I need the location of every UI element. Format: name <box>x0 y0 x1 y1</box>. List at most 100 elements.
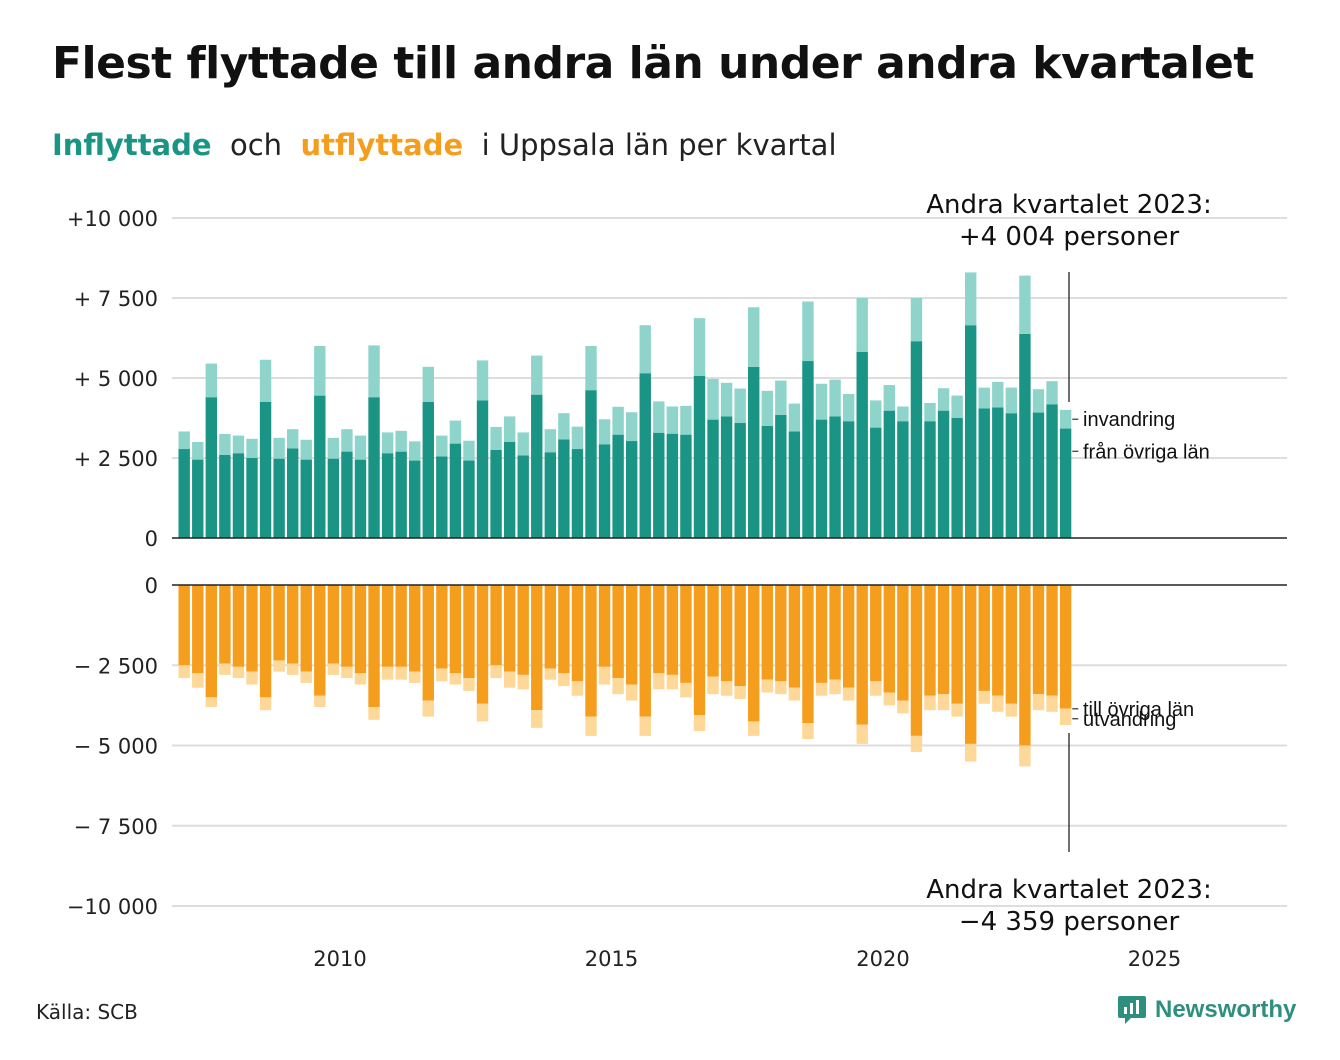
bar-utvandring <box>463 678 475 691</box>
bar-invandring <box>693 318 706 376</box>
bar-fran-ovriga-lan <box>192 459 204 538</box>
bar-fran-ovriga-lan <box>883 410 896 538</box>
bar-fran-ovriga-lan <box>625 441 638 538</box>
bar-till-ovriga-lan <box>1005 585 1018 704</box>
bar-utvandring <box>327 663 340 675</box>
bar-invandring <box>354 435 367 460</box>
bar-fran-ovriga-lan <box>449 443 462 538</box>
bar-invandring <box>680 405 692 435</box>
bar-utvandring <box>476 703 489 722</box>
bar-utvandring <box>436 668 448 682</box>
bar-utvandring <box>910 735 923 752</box>
bar-invandring <box>273 437 285 459</box>
bar-invandring <box>1059 409 1072 429</box>
bar-fran-ovriga-lan <box>775 414 787 538</box>
bar-fran-ovriga-lan <box>788 431 801 538</box>
source-note: Källa: SCB <box>36 1000 138 1024</box>
y-ticks-bottom: 0 − 2 500 − 5 000 − 7 500 −10 000 <box>67 574 158 919</box>
bar-utvandring <box>585 716 597 736</box>
bar-utvandring <box>300 671 312 683</box>
bar-fran-ovriga-lan <box>422 402 434 538</box>
bar-fran-ovriga-lan <box>937 410 950 538</box>
bar-till-ovriga-lan <box>503 585 516 672</box>
bar-till-ovriga-lan <box>639 585 651 717</box>
bar-fran-ovriga-lan <box>558 439 570 538</box>
bars-bottom <box>178 585 1072 767</box>
bar-fran-ovriga-lan <box>490 450 502 538</box>
bar-till-ovriga-lan <box>964 585 977 744</box>
bar-till-ovriga-lan <box>395 585 407 667</box>
bar-fran-ovriga-lan <box>992 407 1004 538</box>
bar-utvandring <box>1019 745 1031 767</box>
bar-invandring <box>300 439 312 460</box>
bar-invandring <box>1046 381 1058 405</box>
bar-invandring <box>409 441 421 461</box>
newsworthy-logo[interactable]: Newsworthy <box>1117 994 1296 1026</box>
bar-fran-ovriga-lan <box>381 453 394 538</box>
annotation-bottom-line: −4 359 personer <box>959 907 1180 937</box>
bar-invandring <box>992 381 1004 408</box>
bar-invandring <box>436 435 448 457</box>
x-tick-label: 2020 <box>856 947 909 971</box>
bar-utvandring <box>978 690 990 704</box>
bar-fran-ovriga-lan <box>246 458 258 538</box>
bar-till-ovriga-lan <box>720 585 733 682</box>
bar-invandring <box>558 413 570 440</box>
bar-till-ovriga-lan <box>341 585 353 667</box>
bar-invandring <box>720 382 733 417</box>
bars-top <box>178 272 1072 538</box>
bar-utvandring <box>788 687 801 701</box>
bar-invandring <box>964 272 977 326</box>
bar-invandring <box>219 434 231 455</box>
bar-utvandring <box>571 681 584 696</box>
bar-utvandring <box>246 671 258 685</box>
bar-fran-ovriga-lan <box>531 394 543 538</box>
bar-utvandring <box>286 663 299 675</box>
bar-fran-ovriga-lan <box>1005 413 1018 538</box>
bar-utvandring <box>992 695 1004 712</box>
bar-invandring <box>286 429 299 449</box>
bar-utvandring <box>314 695 326 707</box>
bar-till-ovriga-lan <box>531 585 543 711</box>
bar-till-ovriga-lan <box>897 585 909 701</box>
bar-fran-ovriga-lan <box>300 459 312 538</box>
bar-invandring <box>639 325 651 374</box>
bar-till-ovriga-lan <box>666 585 679 675</box>
bar-utvandring <box>1032 694 1045 711</box>
bar-till-ovriga-lan <box>286 585 299 664</box>
bar-invandring <box>232 435 245 454</box>
bar-utvandring <box>381 666 394 680</box>
bar-till-ovriga-lan <box>571 585 584 682</box>
bar-utvandring <box>666 674 679 690</box>
bar-utvandring <box>802 723 814 740</box>
y-tick-label-bottom: − 7 500 <box>74 815 158 839</box>
bar-fran-ovriga-lan <box>598 444 611 538</box>
chart-subtitle: Inflyttade och utflyttade i Uppsala län … <box>52 128 837 162</box>
bar-till-ovriga-lan <box>788 585 801 688</box>
bar-utvandring <box>612 678 624 695</box>
segment-label-till-ovriga-lan: till övriga län <box>1083 699 1194 721</box>
bar-till-ovriga-lan <box>775 585 787 682</box>
subtitle-inflyttade: Inflyttade <box>52 128 212 162</box>
bar-invandring <box>856 298 868 352</box>
bar-invandring <box>463 440 475 461</box>
bar-till-ovriga-lan <box>219 585 231 664</box>
x-tick-label: 2015 <box>585 947 638 971</box>
bar-till-ovriga-lan <box>625 585 638 685</box>
bar-fran-ovriga-lan <box>205 397 218 538</box>
bar-fran-ovriga-lan <box>219 454 231 538</box>
bar-utvandring <box>598 666 611 685</box>
bar-fran-ovriga-lan <box>748 366 760 538</box>
y-ticks-top: 0 + 2 500 + 5 000 + 7 500 +10 000 <box>67 207 158 551</box>
bar-fran-ovriga-lan <box>571 449 584 538</box>
bar-fran-ovriga-lan <box>232 453 245 538</box>
bar-utvandring <box>205 697 218 707</box>
bar-invandring <box>192 442 204 460</box>
bar-fran-ovriga-lan <box>409 460 421 538</box>
bar-fran-ovriga-lan <box>341 451 353 538</box>
bar-fran-ovriga-lan <box>1046 404 1058 538</box>
bar-invandring <box>761 390 773 426</box>
bar-till-ovriga-lan <box>951 585 963 704</box>
bar-till-ovriga-lan <box>856 585 868 725</box>
bar-invandring <box>490 426 502 450</box>
